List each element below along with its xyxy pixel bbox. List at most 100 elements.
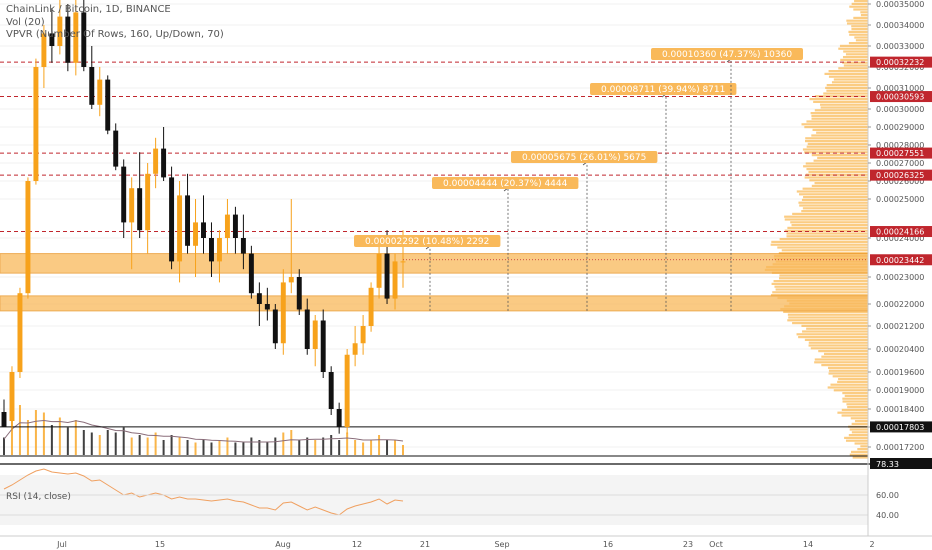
volume-bar [282,432,285,455]
candle-body [49,33,55,46]
candle-body [320,320,326,372]
vpvr-row [832,375,868,378]
vpvr-row [806,145,868,148]
volume-ma [3,419,404,443]
vpvr-row [792,322,868,325]
date-tick-label: Sep [494,540,509,549]
vpvr-row [779,277,868,280]
vpvr-row [845,439,868,442]
resistance-price-tag [870,91,932,103]
volume-bar [202,440,205,455]
vpvr-row [849,5,868,8]
price-axis: 0.000350000.000340000.000330000.00032000… [403,0,932,536]
date-tick-label: 21 [420,540,430,549]
price-tick-label: 0.00031000 [876,84,924,93]
vpvr-row [804,338,868,341]
vpvr-row [784,215,868,218]
volume-bar [50,425,53,455]
resistance-price-tag [870,169,932,181]
volume-bar [186,440,189,455]
volume-bar [242,442,245,455]
candles [1,0,406,434]
volume-bar [290,430,293,455]
vpvr-row [773,280,868,283]
vpvr-row [816,131,868,134]
resistance-price-text: 0.00027551 [876,149,924,158]
vpvr-row [826,84,868,87]
vpvr-row [783,310,868,313]
candle-body [248,253,254,294]
volume-bar [18,405,21,455]
vpvr-row [854,420,868,423]
vpvr-row [826,89,868,92]
vpvr-row [853,8,868,11]
vpvr-row [814,182,868,185]
vpvr-row [823,352,868,355]
candle-body [65,16,71,63]
date-tick-label: 2 [869,540,874,549]
candle-body [169,177,175,262]
vpvr-row [851,25,868,28]
vpvr-row [801,210,868,213]
candle-body [177,195,183,262]
candle-body [240,238,246,254]
price-tick-label: 0.00022000 [876,300,924,309]
vpvr-row [823,92,868,95]
volume-bar [314,440,317,455]
volume-bar [266,442,269,455]
candle-body [328,372,334,409]
vpvr-row [842,56,868,59]
price-tick-label: 0.00034000 [876,21,924,30]
candle-body [57,16,63,46]
vpvr-row [804,126,868,129]
candle-body [145,173,151,231]
rsi-pane: 60.00 40.00 78.33 [0,458,932,525]
resistance-price-text: 0.00026325 [876,171,924,180]
target-label: 0.00008711 (39.94%) 8711 [601,85,725,95]
candle-body [81,12,87,67]
vpvr-row [811,134,868,137]
candle-body [256,293,262,304]
candle-body [129,188,135,223]
vpvr-row [851,431,868,434]
candle-body [105,79,111,131]
resistance-price-tag [870,147,932,159]
volume-bar [218,440,221,455]
candle-body [304,309,310,349]
vpvr-row [806,327,868,330]
vpvr-row [805,140,868,143]
price-tick-label: 0.00035000 [876,0,924,9]
grid [0,3,868,448]
date-tick-label: 14 [803,540,813,549]
rsi-tick-label: 40.00 [876,511,899,520]
vpvr-row [827,386,868,389]
vpvr-row [841,408,868,411]
price-tick-label: 0.00019600 [876,368,924,377]
vpvr-row [851,450,868,453]
vpvr-row [818,350,868,353]
resistance-lines [0,61,868,233]
vpvr-row [779,274,868,277]
candle-body [1,412,7,427]
candle-body [201,222,206,238]
date-tick-label: 12 [352,540,362,549]
vpvr-row [854,442,868,445]
vpvr-row [813,159,868,162]
vpvr-row [853,16,868,19]
vpvr-row [784,218,868,221]
support-zone [0,253,869,274]
vpvr-row [770,294,868,297]
vpvr-row [824,72,868,75]
vpvr-row [786,235,868,238]
vpvr-row [772,291,868,294]
price-tick-label: 0.00027000 [876,159,924,168]
rsi-indicator-label: RSI (14, close) [6,492,71,502]
vpvr-row [779,238,868,241]
vpvr-row [851,28,868,31]
vpvr-row [781,249,868,252]
volume-bar [130,437,133,455]
vpvr-row [811,117,868,120]
volume-bar [354,440,357,455]
vpvr-row [774,285,868,288]
volume-bar [154,432,157,455]
